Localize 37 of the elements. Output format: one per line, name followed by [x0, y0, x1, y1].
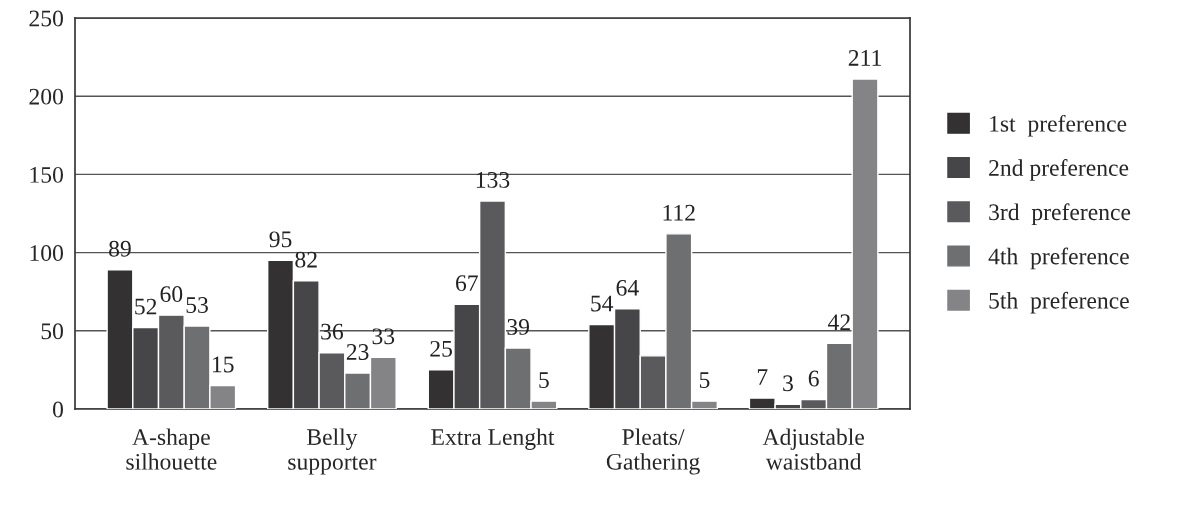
legend-label: 2nd preference [989, 159, 1129, 181]
data-label: 211 [848, 50, 881, 66]
data-label: 33 [372, 328, 395, 345]
data-label: 7 [757, 369, 768, 385]
data-label: 52 [135, 298, 157, 315]
data-label: 64 [616, 279, 639, 296]
legend-label: 1st preference [990, 114, 1127, 137]
y-tick-label: 50 [41, 323, 63, 340]
y-tick-label: 150 [30, 166, 63, 183]
data-label: 112 [663, 204, 695, 221]
data-label: 53 [186, 297, 208, 313]
data-label: 67 [456, 275, 478, 292]
y-tick-label: 250 [29, 10, 63, 27]
data-label: 15 [213, 356, 234, 373]
data-label: 23 [346, 344, 369, 360]
data-label: 54 [591, 295, 614, 312]
x-tick-label: Adjustable waistband [762, 428, 864, 470]
data-label: 60 [160, 286, 183, 303]
x-tick-label: Extra Lenght [431, 428, 555, 450]
legend-label: 3rd preference [989, 203, 1131, 225]
data-label: 133 [476, 171, 510, 188]
data-label: 82 [295, 251, 317, 268]
legend-label: 4th preference [988, 247, 1129, 270]
data-label: 3 [783, 375, 793, 392]
data-label: 95 [269, 231, 292, 248]
x-tick-label: A-shape silhouette [126, 428, 217, 470]
x-tick-label: Pleats/ Gathering [606, 428, 700, 475]
data-label: 42 [828, 314, 850, 330]
data-label: 5 [539, 372, 549, 389]
y-tick-label: 0 [52, 401, 63, 418]
x-tick-label: Belly supporter [288, 428, 377, 475]
y-tick-label: 100 [30, 245, 63, 262]
data-label: 6 [808, 370, 819, 387]
data-label: 5 [699, 372, 710, 389]
y-tick-label: 200 [29, 88, 63, 105]
legend-label: 5th preference [989, 291, 1129, 314]
data-label: 25 [430, 340, 452, 357]
